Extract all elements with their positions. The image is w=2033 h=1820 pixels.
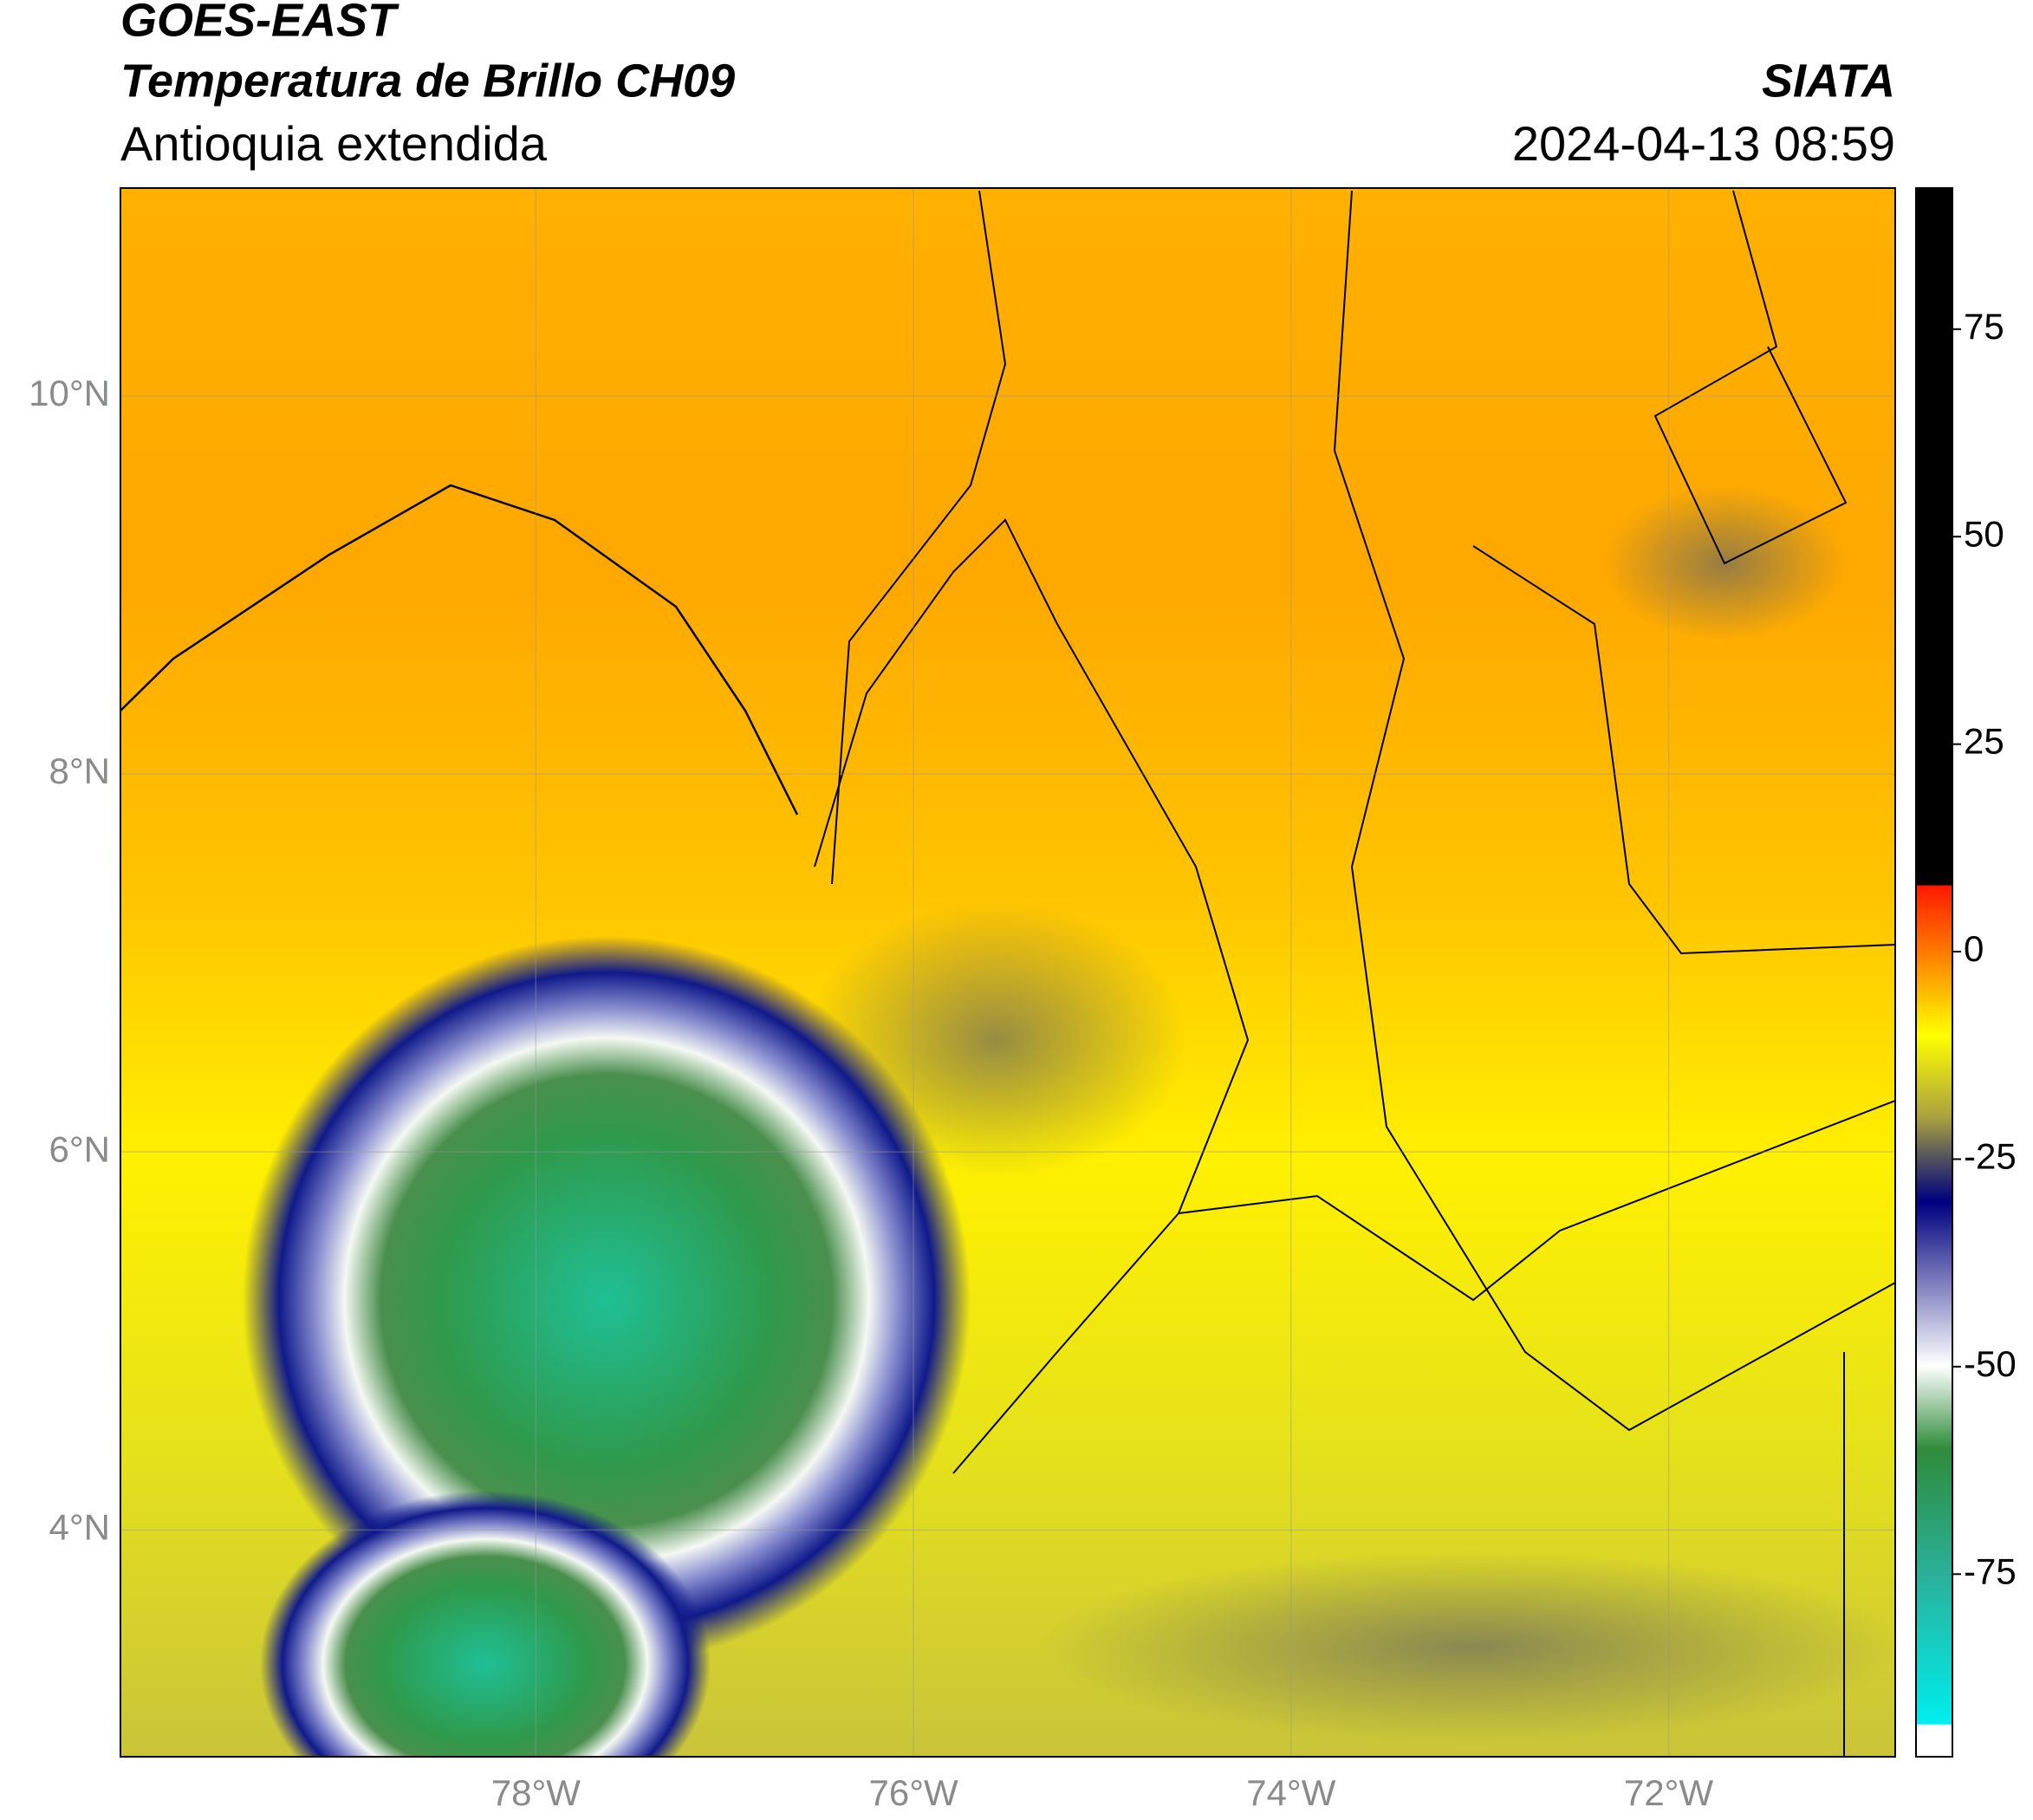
y-tick-label: 4°N: [49, 1506, 111, 1547]
colorbar-tick-label: 75: [1964, 306, 2004, 347]
x-tick-label: 76°W: [868, 1772, 958, 1813]
datetime: 2024-04-13 08:59: [1512, 116, 1895, 171]
x-tick-label: 78°W: [491, 1772, 581, 1813]
colorbar-tick-label: 25: [1964, 721, 2004, 762]
x-tick-label: 74°W: [1246, 1772, 1336, 1813]
y-tick-label: 8°N: [49, 751, 111, 791]
satellite-image: [120, 188, 1895, 1757]
region: Antioquia extendida: [120, 116, 548, 171]
y-tick-label: 6°N: [49, 1128, 111, 1169]
colorbar: [1915, 187, 1953, 1758]
brand: SIATA: [1762, 55, 1895, 107]
colorbar-tick-label: 0: [1964, 928, 1984, 969]
x-tick-label: 72°W: [1624, 1772, 1714, 1813]
grid: [120, 188, 1895, 1757]
colorbar-tick-label: -75: [1964, 1550, 2017, 1591]
colorbar-tick-label: -25: [1964, 1136, 2017, 1177]
colorbar-tick-label: -50: [1964, 1343, 2017, 1384]
map-frame: [120, 187, 1896, 1758]
title: Temperatura de Brillo CH09: [120, 55, 735, 107]
y-tick-label: 10°N: [29, 373, 110, 413]
colorbar-tick-label: 50: [1964, 513, 2004, 554]
source: GOES-EAST: [120, 0, 399, 46]
